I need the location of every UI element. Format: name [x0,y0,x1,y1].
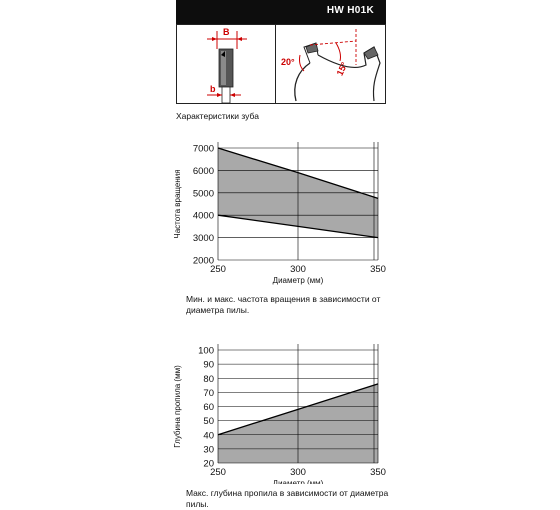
chart1-y-tick-label: 100 [198,346,214,357]
chart0-y-tick-label: 4000 [193,211,214,222]
chart1-y-axis-label: Глубина пропила (мм) [173,365,182,448]
chart0-y-tick-label: 6000 [193,166,214,177]
chart1-y-tick-label: 50 [203,416,214,427]
chart0-y-tick-label: 3000 [193,233,214,244]
chart0-series-line-1 [217,214,379,239]
chart1-series-line-0 [217,383,379,436]
chart0-series-line-0 [217,147,379,200]
tooth-caption: Характеристики зуба [176,111,259,121]
chart0-x-axis-label: Диаметр (мм) [273,276,324,285]
chart1-x-tick-label: 300 [290,467,306,478]
chart0-y-tick-label: 5000 [193,188,214,199]
chart0-y-tick-label: 2000 [193,256,214,267]
label-b: b [210,84,216,94]
angle-20-label: 20° [281,57,295,67]
chart1-y-tick-label: 30 [203,444,214,455]
angle-15-label: 15° [335,60,350,77]
header-bar: HW H01K [176,0,386,24]
chart1-y-tick-label: 70 [203,388,214,399]
chart1-x-axis-label: Диаметр (мм) [273,479,324,484]
chart1-y-tick-label: 80 [203,374,214,385]
product-code: HW H01K [326,5,374,16]
chart1-y-tick-label: 60 [203,402,214,413]
chart1-x-tick-label: 250 [210,467,226,478]
chart0-x-tick-label: 300 [290,264,306,275]
chart0-x-tick-label: 350 [370,264,386,275]
chart1-y-tick-label: 20 [203,459,214,470]
chart0-x-tick-label: 250 [210,264,226,275]
chart1-y-tick-label: 40 [203,430,214,441]
chart1-x-tick-label: 350 [370,467,386,478]
chart1-y-tick-label: 90 [203,360,214,371]
depth-caption: Макс. глубина пропила в зависимости от д… [186,488,389,509]
rpm-caption: Мин. и макс. частота вращения в зависимо… [186,294,381,315]
chart0-y-axis-label: Частота вращения [173,169,182,238]
tooth-width-panel: B b [176,24,276,104]
tooth-angle-diagram: 20° 15° [281,29,381,102]
label-B: B [223,27,230,37]
tooth-width-diagram: B b [207,27,247,104]
tooth-angle-panel: 20° 15° [275,24,386,104]
chart0-y-tick-label: 7000 [193,144,214,155]
